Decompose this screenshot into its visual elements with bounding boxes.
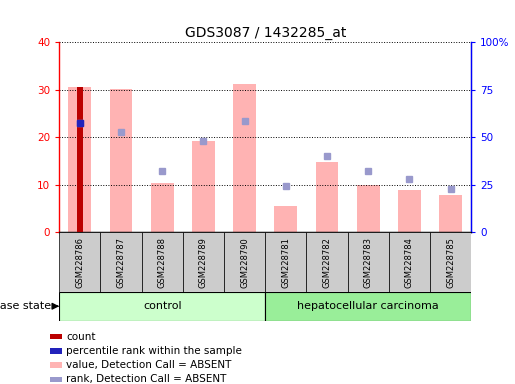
Bar	[50, 377, 62, 382]
Bar	[398, 190, 421, 232]
Bar	[151, 184, 174, 232]
Bar	[68, 88, 91, 232]
Text: GSM228784: GSM228784	[405, 237, 414, 288]
Title: GDS3087 / 1432285_at: GDS3087 / 1432285_at	[184, 26, 346, 40]
Bar	[59, 292, 265, 321]
Text: GSM228790: GSM228790	[240, 237, 249, 288]
Bar	[439, 195, 462, 232]
Text: GSM228785: GSM228785	[446, 237, 455, 288]
Text: rank, Detection Call = ABSENT: rank, Detection Call = ABSENT	[66, 374, 227, 384]
Bar	[50, 334, 62, 339]
Bar	[430, 232, 471, 292]
Bar	[233, 84, 256, 232]
Text: GSM228782: GSM228782	[322, 237, 332, 288]
Bar	[100, 232, 142, 292]
Bar	[265, 232, 306, 292]
Bar	[192, 141, 215, 232]
Bar	[183, 232, 224, 292]
Bar	[389, 232, 430, 292]
Bar	[348, 232, 389, 292]
Text: value, Detection Call = ABSENT: value, Detection Call = ABSENT	[66, 360, 232, 370]
Bar	[306, 232, 348, 292]
Bar	[316, 162, 338, 232]
Text: percentile rank within the sample: percentile rank within the sample	[66, 346, 242, 356]
Text: GSM228788: GSM228788	[158, 237, 167, 288]
Bar	[274, 206, 297, 232]
Bar	[265, 292, 471, 321]
Bar	[110, 89, 132, 232]
Text: control: control	[143, 301, 181, 311]
Text: count: count	[66, 331, 96, 341]
Text: disease state: disease state	[0, 301, 58, 311]
Text: hepatocellular carcinoma: hepatocellular carcinoma	[297, 301, 439, 311]
Text: GSM228786: GSM228786	[75, 237, 84, 288]
Bar	[357, 185, 380, 232]
Bar	[50, 348, 62, 354]
Text: GSM228787: GSM228787	[116, 237, 126, 288]
Bar	[224, 232, 265, 292]
Bar	[50, 362, 62, 368]
Bar	[142, 232, 183, 292]
Bar	[77, 88, 82, 232]
Text: GSM228789: GSM228789	[199, 237, 208, 288]
Text: GSM228781: GSM228781	[281, 237, 290, 288]
Text: GSM228783: GSM228783	[364, 237, 373, 288]
Bar	[59, 232, 100, 292]
